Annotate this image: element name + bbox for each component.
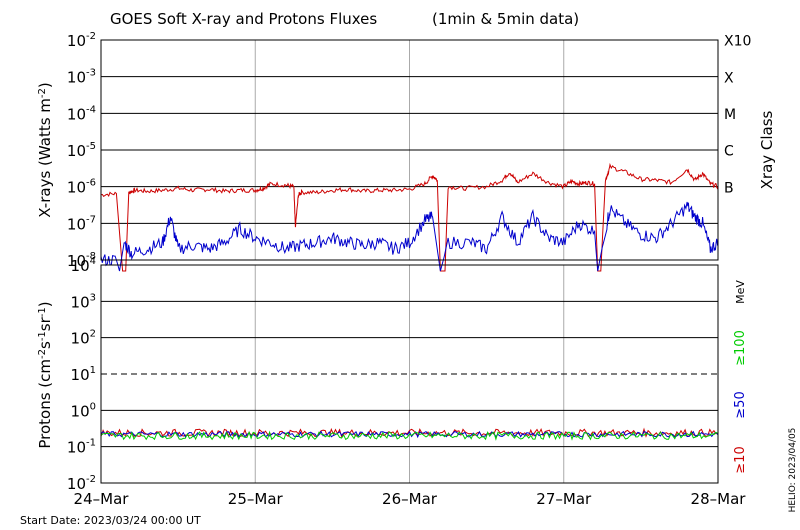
protons-y-tick-labels: 104 103 102 101 100 10-1 10-2 [67,256,96,493]
protons-y-tick-label: 104 [71,256,96,275]
chart-title: GOES Soft X-ray and Protons Fluxes [110,10,377,28]
xray-y-tick-label: 10-5 [67,141,96,160]
proton-channel-label: ≥50 [733,391,748,418]
xray-frame [100,39,719,261]
start-date-label: Start Date: 2023/03/24 00:00 UT [20,514,201,527]
protons-series [100,427,719,441]
protons-y-tick-label: 100 [71,401,96,420]
xray-class-label: X [724,70,734,86]
proton-channel-label: ≥100 [733,330,748,366]
x-tick-label: 28–Mar [691,490,747,508]
xray-panel: 10-2 10-3 10-4 10-5 10-6 10-7 10-8 X10 X M C B X-r… [36,31,776,272]
xray-y-tick-label: 10-7 [67,214,96,233]
protons-gridlines [101,265,718,483]
protons-y-tick-label: 10-2 [67,474,96,493]
protons-y-tick-label: 101 [71,365,96,384]
xray-y-tick-label: 10-8 [67,251,96,270]
protons-channel-line [100,430,719,439]
xray-y-axis-label: X-rays (Watts m-2) [36,82,54,217]
xray-class-label: B [724,180,734,196]
xray-y-tick-label: 10-3 [67,68,96,87]
protons-frame [100,264,719,484]
xray-class-label: X10 [724,34,751,50]
xray-long-channel-line [100,162,719,272]
xray-class-labels: X10 X M C B [724,34,751,197]
xray-class-label: C [724,144,734,160]
x-tick-label: 26–Mar [382,490,438,508]
xray-y-tick-labels: 10-2 10-3 10-4 10-5 10-6 10-7 10-8 [67,31,96,270]
protons-y-tick-label: 103 [71,292,96,311]
xray-class-axis-label: Xray Class [758,110,776,189]
xray-y-tick-label: 10-6 [67,178,96,197]
xray-series [100,162,719,272]
energy-unit-label: MeV [734,280,747,304]
proton-channel-labels: ≥100 ≥50 ≥10 [733,330,748,474]
xray-short-channel-line [100,201,719,272]
protons-y-axis-label: Protons (cm-2s-1sr-1) [36,301,54,448]
protons-y-tick-label: 10-1 [67,438,96,457]
credit-label: HELIO: 2023/04/05 [788,428,798,513]
chart-subtitle: (1min & 5min data) [432,10,579,28]
protons-panel: 104 103 102 101 100 10-1 10-2 24–Mar 25–Mar 26–M… [36,256,748,508]
x-tick-labels: 24–Mar 25–Mar 26–Mar 27–Mar 28–Mar [74,490,747,508]
x-tick-label: 24–Mar [74,490,130,508]
proton-channel-label: ≥10 [733,446,748,473]
protons-channel-line [100,430,719,441]
protons-y-tick-label: 102 [71,329,96,348]
xray-y-tick-label: 10-2 [67,31,96,50]
xray-y-tick-label: 10-4 [67,104,96,123]
xray-gridlines [101,40,718,260]
x-tick-label: 25–Mar [228,490,284,508]
x-tick-label: 27–Mar [536,490,592,508]
xray-class-label: M [724,107,736,123]
